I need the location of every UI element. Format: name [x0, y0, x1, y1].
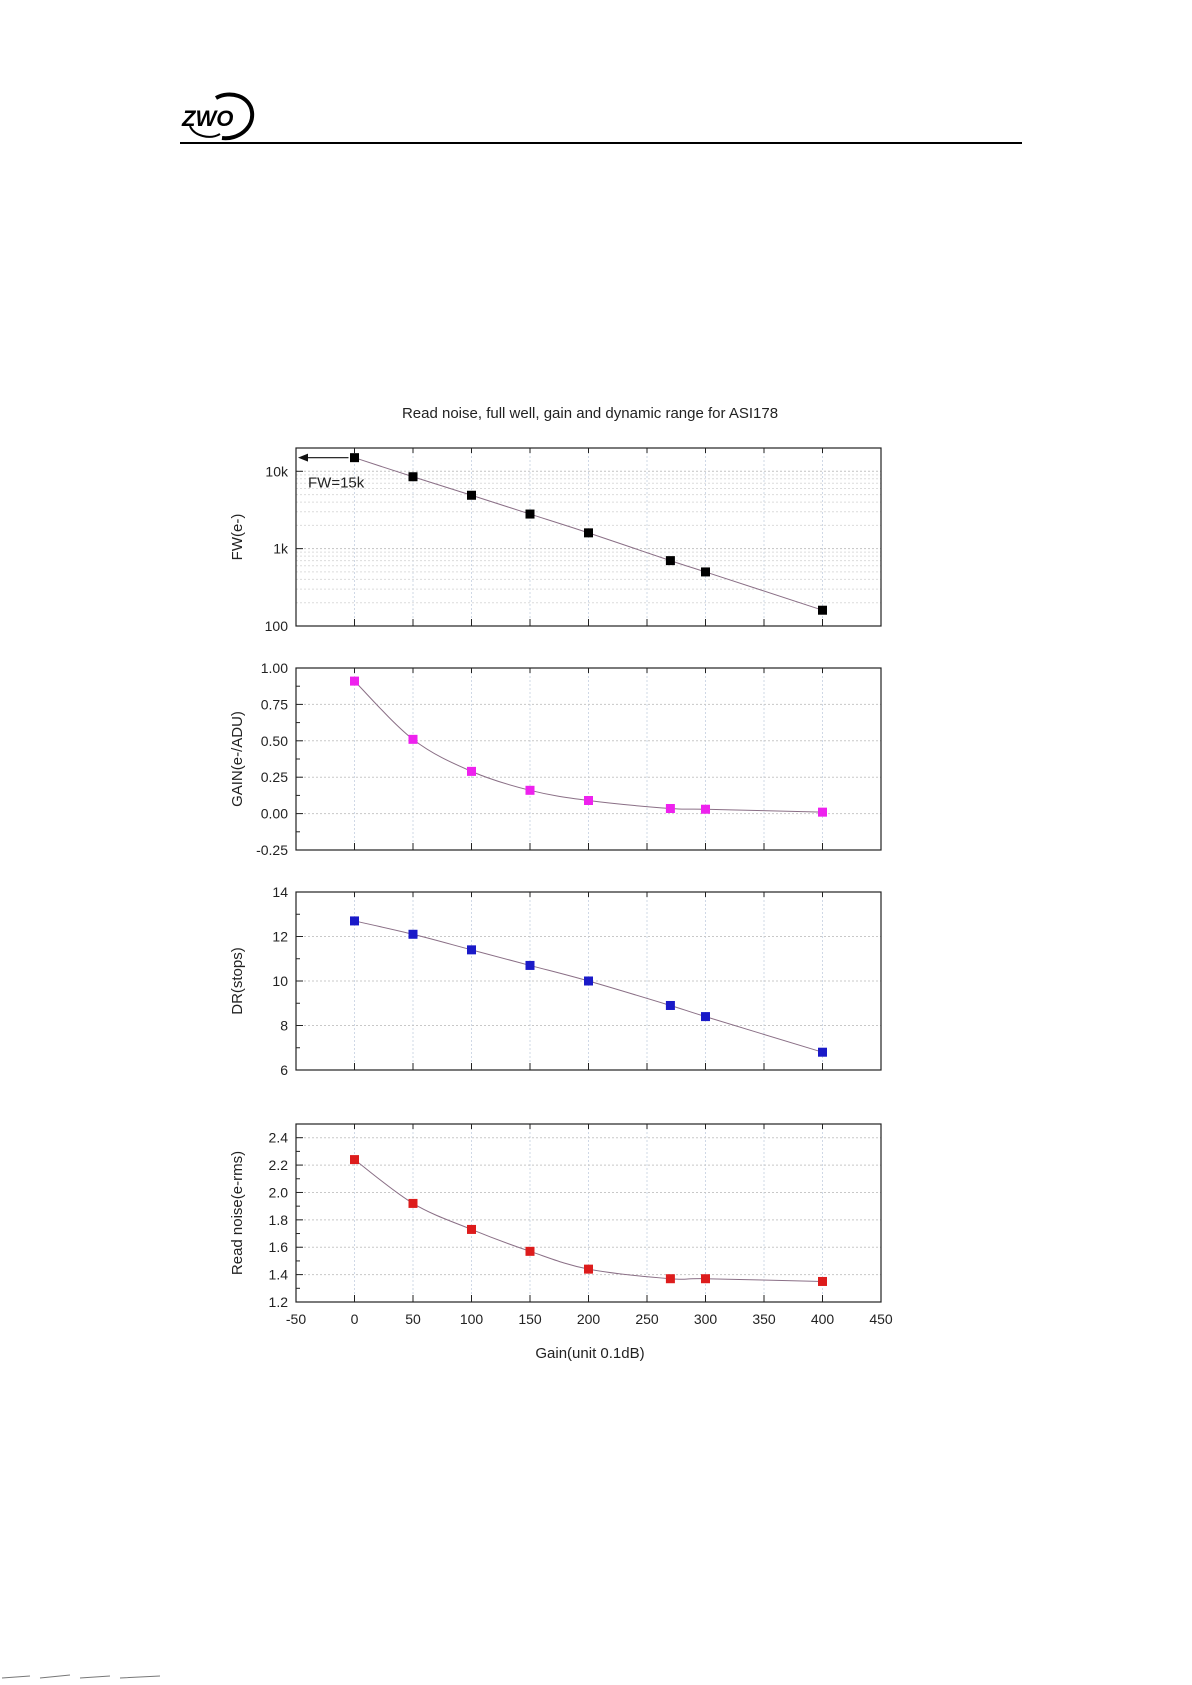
y-tick-label: 0.75: [261, 696, 288, 712]
panel-frame: [295, 667, 882, 851]
zwo-logo: ZWO: [181, 92, 255, 141]
data-point-dr: [701, 1012, 710, 1022]
data-point-fw: [584, 528, 593, 538]
data-point-dr: [525, 960, 535, 970]
y-tick-label: -0.25: [256, 842, 288, 858]
data-point-gain: [818, 807, 827, 817]
data-point-dr: [665, 1000, 675, 1010]
x-axis-label: Gain(unit 0.1dB): [535, 1345, 644, 1362]
annotation-text: FW=15k: [308, 475, 365, 492]
data-point-rn: [701, 1274, 710, 1284]
logo-text: ZWO: [181, 106, 233, 131]
data-point-fw: [665, 556, 675, 566]
y-tick-label: 12: [272, 929, 288, 945]
data-point-rn: [350, 1155, 359, 1165]
data-point-fw: [525, 509, 535, 519]
x-tick-label: 50: [405, 1311, 421, 1327]
data-point-rn: [525, 1246, 535, 1256]
data-point-dr: [584, 976, 593, 986]
data-point-gain: [665, 804, 675, 814]
x-tick-label: 400: [811, 1311, 835, 1327]
annotation-arrow-head: [298, 453, 308, 462]
plot-layer: 1001k10kFW(e-)FW=15k-0.250.000.250.500.7…: [229, 447, 893, 1327]
y-axis-label-rn: Read noise(e-rms): [229, 1151, 246, 1275]
data-point-fw: [467, 490, 476, 500]
data-point-gain: [408, 734, 418, 744]
x-tick-label: 0: [351, 1311, 359, 1327]
data-point-dr: [467, 945, 476, 955]
y-tick-label: 14: [272, 884, 288, 900]
x-tick-label: -50: [286, 1311, 306, 1327]
y-tick-label: 6: [280, 1062, 288, 1078]
header-rule: [180, 142, 1022, 144]
data-point-gain: [701, 804, 710, 814]
data-point-gain: [584, 795, 593, 805]
data-point-fw: [350, 453, 359, 463]
y-tick-label: 8: [280, 1018, 288, 1034]
y-tick-label: 0.25: [261, 769, 288, 785]
y-tick-label: 100: [265, 618, 289, 634]
data-point-fw: [701, 567, 710, 577]
y-tick-label: 1.6: [269, 1239, 289, 1255]
data-point-rn: [665, 1274, 675, 1284]
y-axis-label-dr: DR(stops): [229, 947, 246, 1015]
x-tick-label: 250: [635, 1311, 659, 1327]
data-point-gain: [467, 766, 476, 776]
y-tick-label: 1.8: [269, 1212, 289, 1228]
y-axis-label-fw: FW(e-): [229, 514, 246, 561]
x-tick-label: 450: [869, 1311, 893, 1327]
data-point-dr: [818, 1047, 827, 1057]
data-point-dr: [350, 916, 359, 926]
y-tick-label: 1.4: [269, 1267, 289, 1283]
y-tick-label: 1k: [273, 541, 289, 557]
y-tick-label: 2.2: [269, 1157, 289, 1173]
x-tick-label: 150: [518, 1311, 542, 1327]
data-point-rn: [818, 1276, 827, 1286]
data-point-rn: [408, 1198, 418, 1208]
x-tick-label: 100: [460, 1311, 484, 1327]
x-tick-label: 300: [694, 1311, 718, 1327]
data-point-fw: [408, 472, 418, 482]
y-tick-label: 0.50: [261, 733, 288, 749]
page-header: ZWO: [180, 90, 1022, 144]
data-point-gain: [525, 785, 535, 795]
y-tick-label: 1.00: [261, 660, 288, 676]
y-tick-label: 0.00: [261, 806, 288, 822]
data-point-dr: [408, 929, 418, 939]
data-point-rn: [467, 1224, 476, 1234]
chart-title: Read noise, full well, gain and dynamic …: [402, 405, 778, 422]
data-point-gain: [350, 676, 359, 686]
y-tick-label: 2.0: [269, 1184, 289, 1200]
data-point-fw: [818, 605, 827, 615]
footer-mark: [1, 1674, 161, 1679]
x-tick-label: 350: [752, 1311, 776, 1327]
x-tick-label: 200: [577, 1311, 601, 1327]
y-tick-label: 2.4: [269, 1130, 289, 1146]
data-point-rn: [584, 1264, 593, 1274]
y-tick-label: 10: [272, 973, 288, 989]
y-tick-label: 1.2: [269, 1294, 289, 1310]
y-tick-label: 10k: [265, 463, 289, 479]
y-axis-label-gain: GAIN(e-/ADU): [229, 711, 246, 807]
